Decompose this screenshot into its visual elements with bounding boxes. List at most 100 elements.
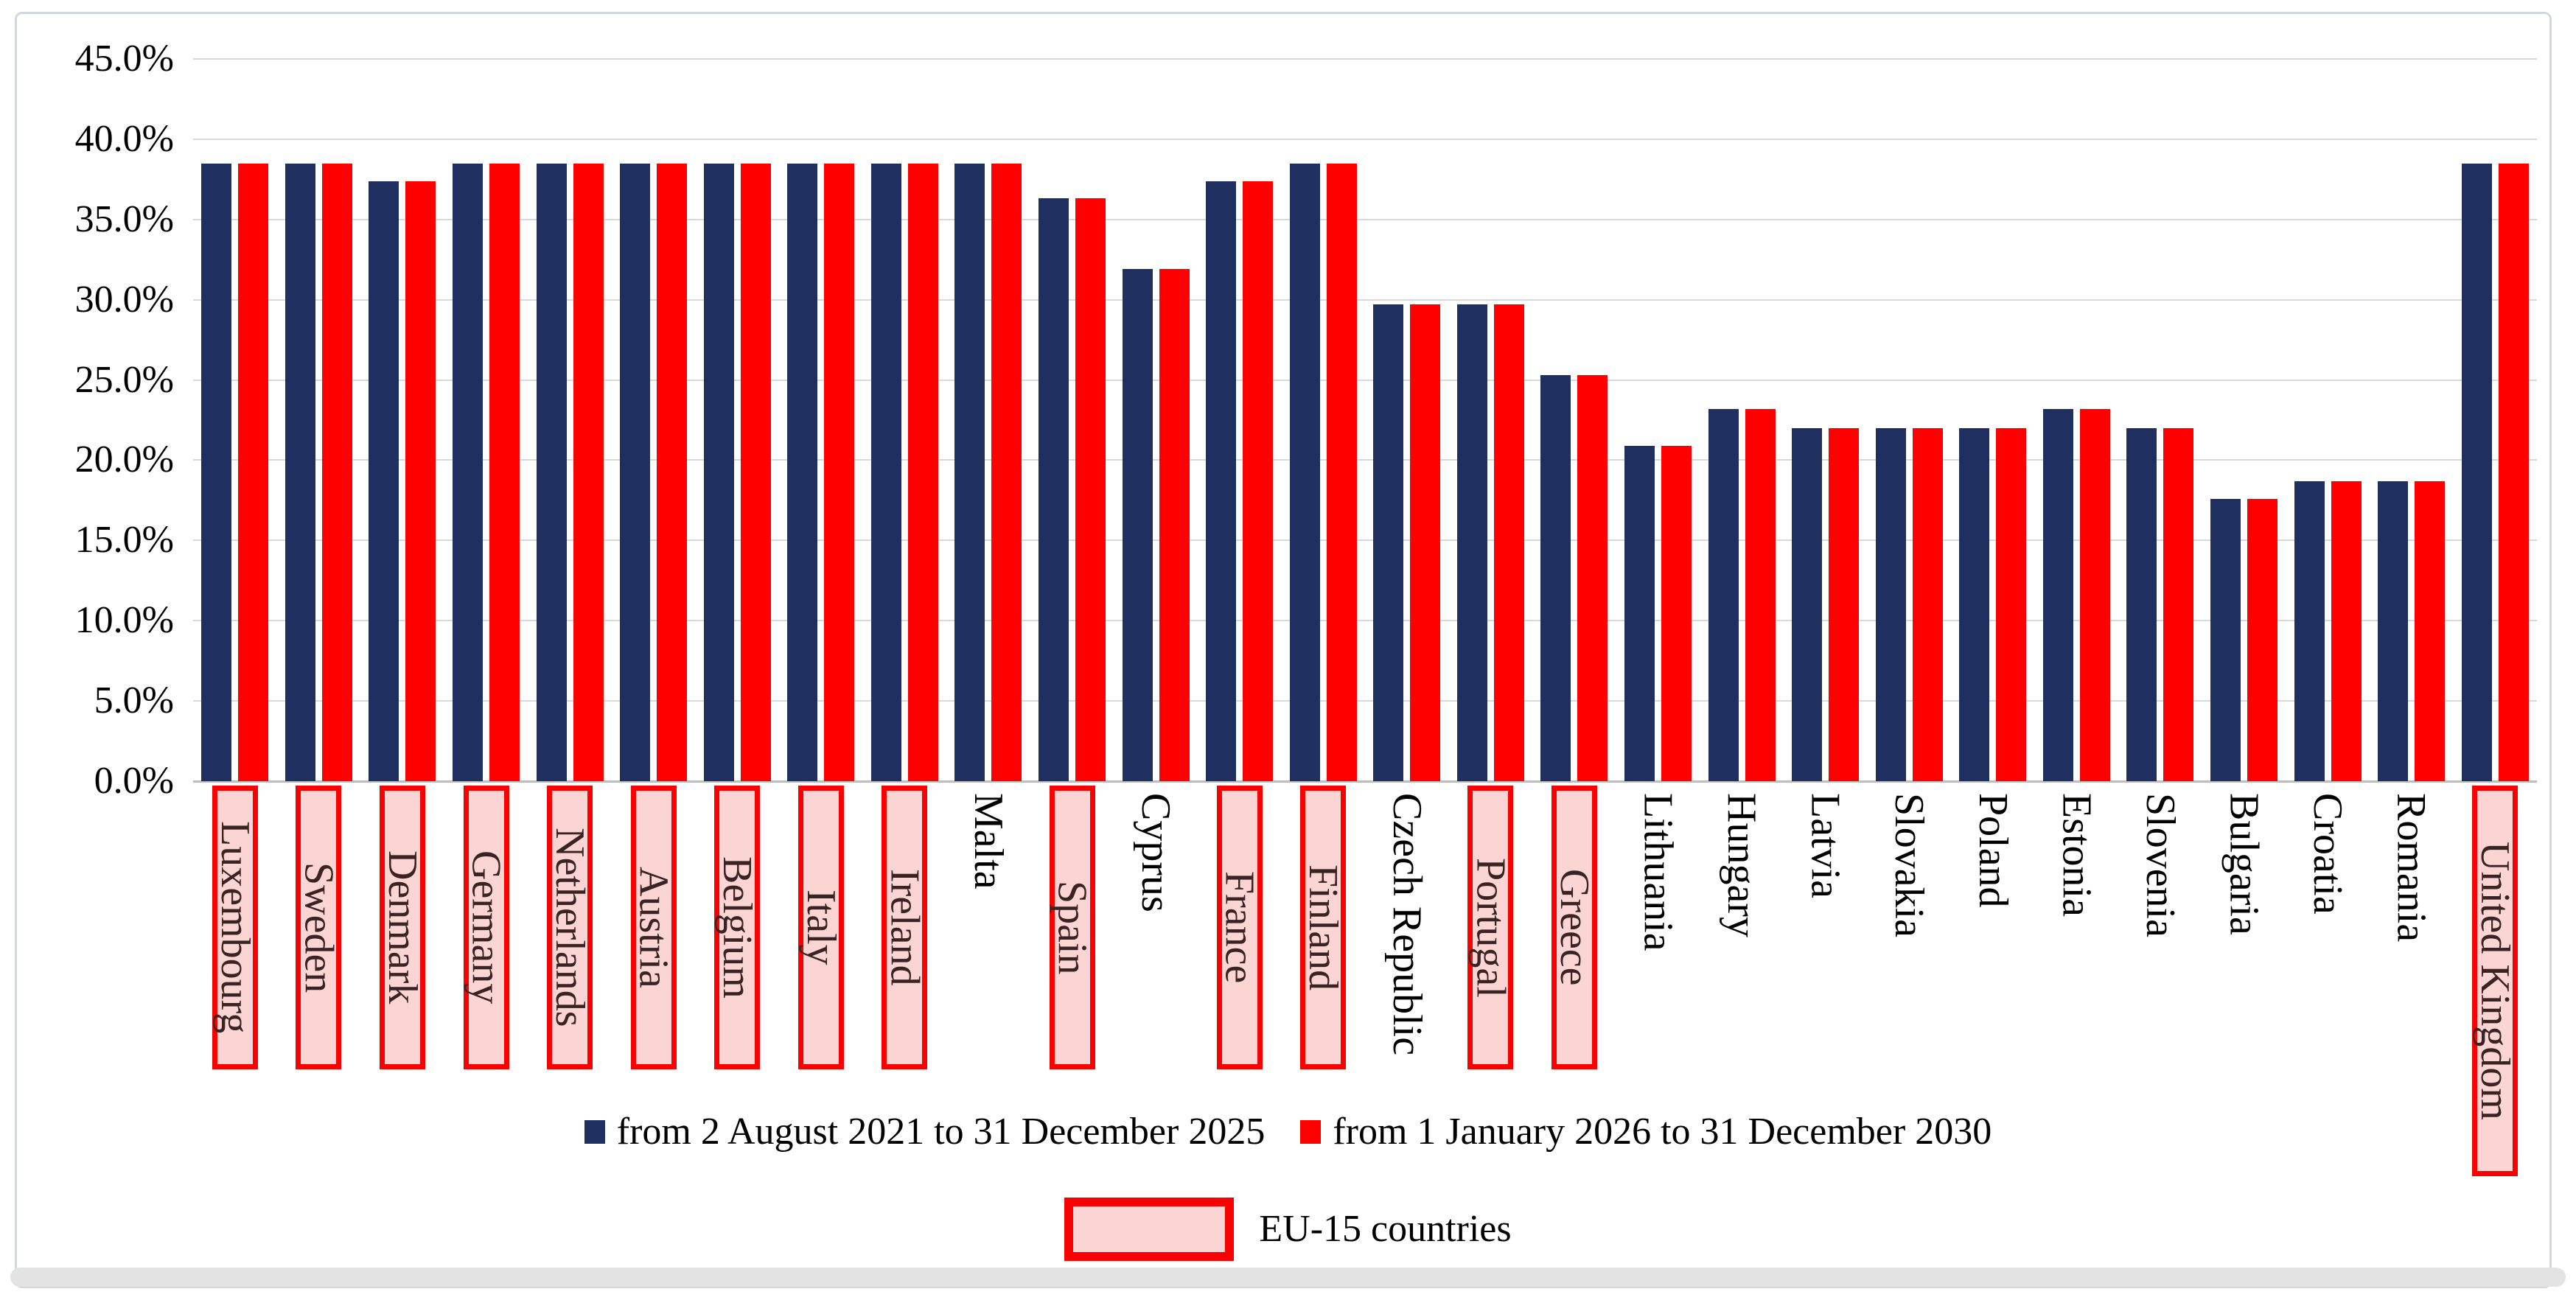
eu15-box-italy: Italy [797,786,844,1069]
category-label: Poland [1969,793,2016,908]
gridline [193,700,2537,702]
y-tick-label: 35.0% [74,198,174,240]
bar-period1-slovenia [2126,427,2157,781]
bar-period1-croatia [2294,480,2325,781]
eu15-box-denmark: Denmark [379,786,425,1069]
category-label: Finland [1300,864,1347,991]
category-label: Croatia [2305,793,2351,915]
bar-period2-slovenia [2163,427,2194,781]
bar-period2-latvia [1829,427,1860,781]
category-label: Ireland [882,869,928,986]
category-label: Lithuania [1635,793,1681,951]
bar-period1-latvia [1792,427,1823,781]
y-tick-label: 0.0% [94,760,174,802]
bar-period2-estonia [2079,408,2110,781]
bar-period1-estonia [2042,408,2073,781]
category-label: Czech Republic [1383,793,1430,1056]
bar-period2-sweden [321,163,352,781]
bar-period1-denmark [369,181,399,781]
category-label-bulgaria: Bulgaria [2221,793,2267,935]
bar-period1-spain [1039,198,1069,781]
category-label-estonia: Estonia [2053,793,2099,917]
y-tick-label: 30.0% [74,278,174,321]
bar-period1-france [1206,181,1237,781]
bar-period2-germany [489,163,520,781]
bar-period1-poland [1959,427,1990,781]
legend-item-period1: from 2 August 2021 to 31 December 2025 [584,1108,1265,1156]
bar-period2-hungary [1745,408,1776,781]
category-label: Belgium [714,856,761,999]
bar-period1-sweden [285,163,315,781]
category-label: Malta [965,793,1011,890]
category-label: Latvia [1802,793,1849,899]
category-label: Germany [463,850,509,1004]
y-tick-label: 20.0% [74,438,174,481]
bar-period1-finland [1289,163,1320,781]
bar-period2-united-kingdom [2498,163,2529,781]
eu15-box-germany: Germany [463,786,509,1069]
legend-marker-period2 [1300,1120,1322,1144]
y-tick-label: 45.0% [74,38,174,80]
category-label-slovenia: Slovenia [2137,793,2183,937]
bar-period2-austria [657,163,688,781]
bar-period2-czech-republic [1410,304,1441,781]
category-label-czech-republic: Czech Republic [1384,793,1430,1055]
bar-period1-luxembourg [201,163,232,781]
y-tick-label: 5.0% [94,679,174,722]
category-label: Netherlands [547,828,593,1027]
bar-period1-belgium [703,163,734,781]
bar-period2-lithuania [1661,445,1692,781]
bar-period2-slovakia [1912,427,1943,781]
category-label: Denmark [379,850,425,1004]
bar-period2-greece [1577,375,1608,781]
bar-period2-finland [1326,163,1357,781]
category-label: Romania [2388,793,2434,943]
gridline [193,58,2537,60]
category-label: United Kingdom [2472,842,2519,1120]
category-label: Luxembourg [212,821,258,1034]
category-label: Bulgaria [2221,793,2267,935]
eu15-box-belgium: Belgium [714,786,761,1069]
category-label-malta: Malta [966,793,1011,890]
bar-period2-italy [824,163,855,781]
legend-item-period2: from 1 January 2026 to 31 December 2030 [1300,1108,1992,1156]
eu15-legend-swatch [1064,1198,1235,1261]
eu15-legend-label: EU-15 countries [1259,1208,1512,1250]
bar-period2-netherlands [573,163,604,781]
gridline [193,620,2537,622]
eu15-legend: EU-15 countries [0,1195,2576,1263]
bar-period1-malta [954,163,985,781]
bar-period2-romania [2415,480,2446,781]
gridline [193,218,2537,220]
legend-label-period2: from 1 January 2026 to 31 December 2030 [1333,1111,1992,1153]
y-tick-label: 25.0% [74,358,174,401]
bar-period1-hungary [1708,408,1739,781]
category-label: France [1216,871,1263,984]
category-label-croatia: Croatia [2305,793,2350,915]
bar-period2-denmark [405,181,436,781]
eu15-box-sweden: Sweden [296,786,342,1069]
bar-period1-greece [1540,375,1571,781]
category-label: Slovakia [1886,793,1933,937]
bar-period2-spain [1075,198,1106,781]
bar-period1-netherlands [536,163,567,781]
category-label-poland: Poland [1970,793,2016,908]
category-label: Portugal [1467,857,1514,998]
bar-period2-malta [991,163,1022,781]
category-label: Greece [1551,869,1597,986]
bar-period2-bulgaria [2247,498,2277,781]
gridline [193,138,2537,140]
x-axis-line [193,780,2537,783]
bar-period1-portugal [1456,304,1487,781]
category-label-latvia: Latvia [1803,793,1849,898]
eu15-box-greece: Greece [1551,786,1597,1069]
bar-period2-ireland [907,163,938,781]
eu15-box-united-kingdom: United Kingdom [2472,786,2519,1176]
category-label: Sweden [296,862,342,993]
y-tick-label: 15.0% [74,519,174,562]
bar-period1-slovakia [1875,427,1906,781]
bar-period2-france [1243,181,1274,781]
category-label: Cyprus [1133,793,1179,912]
category-label: Hungary [1719,793,1765,937]
